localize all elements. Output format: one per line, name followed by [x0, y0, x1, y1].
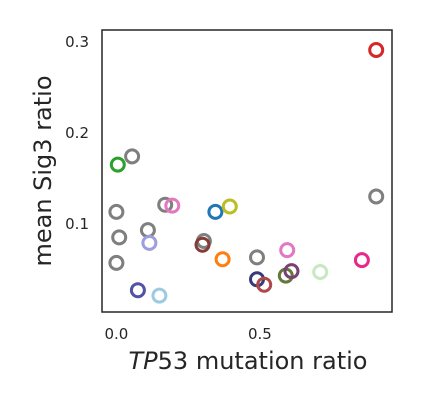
- y-tick-label: 0.1: [65, 215, 89, 233]
- data-point: [194, 236, 211, 253]
- data-point: [129, 282, 146, 299]
- x-axis-label-italic: TP: [129, 347, 159, 375]
- data-point: [353, 252, 370, 269]
- data-point: [151, 287, 168, 304]
- y-axis-label: mean Sig3 ratio: [29, 75, 57, 266]
- data-point: [141, 234, 158, 251]
- data-point: [109, 156, 126, 173]
- data-point: [207, 203, 224, 220]
- data-point: [164, 197, 181, 214]
- x-axis-label-rest: 53 mutation ratio: [158, 347, 368, 375]
- data-point: [108, 203, 125, 220]
- data-point: [283, 263, 300, 280]
- data-point: [256, 276, 273, 293]
- points-layer: [108, 42, 385, 304]
- data-point: [368, 188, 385, 205]
- data-point: [312, 264, 329, 280]
- x-tick-label: 0.0: [104, 325, 128, 343]
- plot-frame: [101, 29, 393, 313]
- data-point: [124, 148, 141, 165]
- ticks-layer: 0.0 0.5 0.1 0.2 0.3: [65, 33, 272, 343]
- x-axis-label: TP53 mutation ratio: [129, 347, 368, 375]
- data-point: [108, 254, 125, 271]
- data-point: [279, 242, 296, 259]
- y-tick-label: 0.2: [65, 124, 89, 142]
- data-point: [214, 251, 231, 268]
- data-point: [157, 196, 174, 213]
- data-point: [139, 222, 156, 239]
- data-point: [221, 198, 238, 215]
- data-point: [249, 249, 265, 266]
- y-tick-label: 0.3: [65, 33, 89, 51]
- x-tick-label: 0.5: [248, 325, 272, 343]
- data-point: [368, 42, 385, 58]
- data-point: [111, 229, 128, 246]
